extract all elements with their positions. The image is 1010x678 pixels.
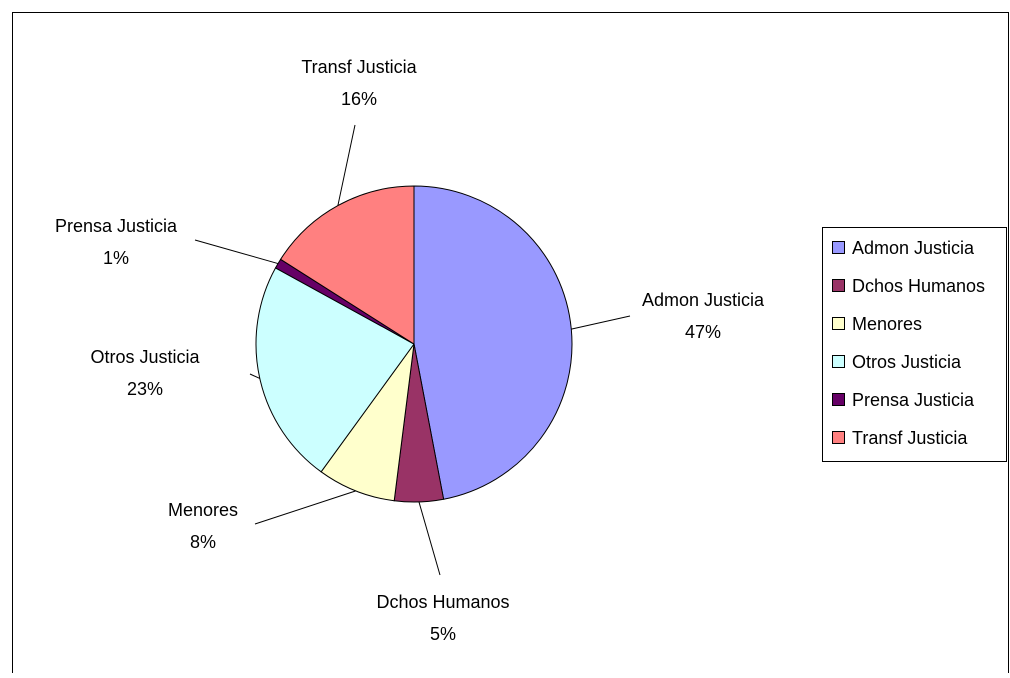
data-label-category-prensa-justicia: Prensa Justicia: [55, 216, 178, 236]
leader-line-admon-justicia: [571, 315, 631, 330]
leader-line-transf-justicia: [337, 124, 356, 206]
legend-label-admon-justicia: Admon Justicia: [852, 238, 975, 258]
pie-slice-otros-justicia: [255, 267, 415, 473]
legend-swatch-admon-justicia: [832, 241, 845, 254]
legend-label-dchos-humanos: Dchos Humanos: [852, 276, 985, 296]
data-label-value-admon-justicia: 47%: [685, 322, 721, 342]
leader-line-menores: [254, 490, 356, 525]
legend: Admon Justicia Dchos Humanos Menores Otros …: [822, 227, 1007, 462]
data-label-category-otros-justicia: Otros Justicia: [90, 347, 200, 367]
data-label-value-dchos-humanos: 5%: [430, 624, 456, 644]
leader-lines: [194, 124, 631, 576]
legend-swatch-menores: [832, 317, 845, 330]
legend-label-transf-justicia: Transf Justicia: [852, 428, 968, 448]
data-label-category-transf-justicia: Transf Justicia: [301, 57, 417, 77]
data-label-category-admon-justicia: Admon Justicia: [642, 290, 765, 310]
legend-swatch-dchos-humanos: [832, 279, 845, 292]
leader-line-dchos-humanos: [418, 501, 441, 576]
legend-label-prensa-justicia: Prensa Justicia: [852, 390, 975, 410]
legend-box: [822, 227, 1007, 462]
legend-swatch-prensa-justicia: [832, 393, 845, 406]
data-label-category-menores: Menores: [168, 500, 238, 520]
data-label-category-dchos-humanos: Dchos Humanos: [376, 592, 509, 612]
data-label-value-prensa-justicia: 1%: [103, 248, 129, 268]
leader-line-otros-justicia: [249, 373, 261, 379]
data-label-value-menores: 8%: [190, 532, 216, 552]
legend-swatch-transf-justicia: [832, 431, 845, 444]
data-label-value-transf-justicia: 16%: [341, 89, 377, 109]
data-label-value-otros-justicia: 23%: [127, 379, 163, 399]
legend-swatch-otros-justicia: [832, 355, 845, 368]
data-labels: Admon Justicia 47% Dchos Humanos 5% Menores 8…: [55, 57, 765, 644]
pie-slice-admon-justicia: [413, 185, 573, 500]
legend-label-menores: Menores: [852, 314, 922, 334]
legend-label-otros-justicia: Otros Justicia: [852, 352, 962, 372]
pie-slices: [255, 185, 573, 503]
leader-line-prensa-justicia: [194, 239, 279, 265]
